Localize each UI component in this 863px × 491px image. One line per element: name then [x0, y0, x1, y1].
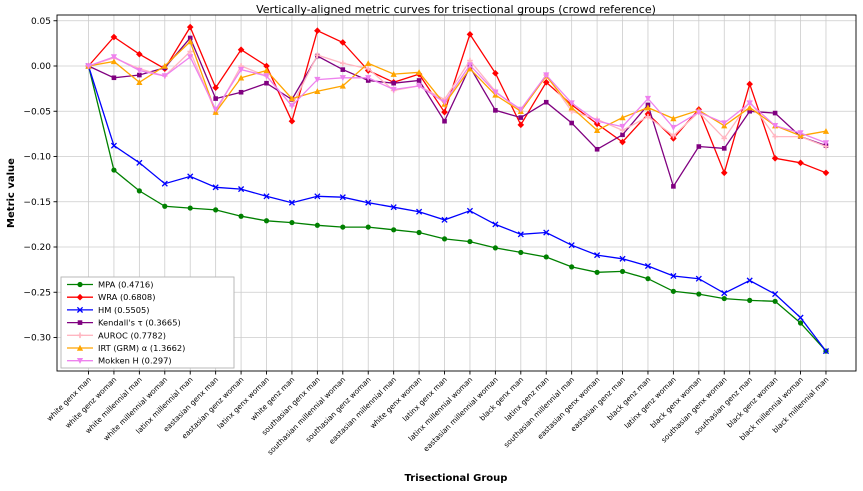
legend-item-mpa-0-4716: MPA (0.4716) — [67, 280, 153, 290]
x-tick-label-latinx-genz-man: latinx genz man — [503, 375, 551, 423]
y-axis-ticks: 0.05 0.00 −0.05 −0.10 −0.15 −0.20 −0.25 −0.30 — [23, 17, 57, 344]
axes-frame — [56, 14, 857, 372]
x-tick-label-white-genx-man: white genx man — [45, 375, 93, 423]
series-line — [88, 36, 827, 188]
legend-item-irt-grm-1-3662: IRT (GRM) α (1.3662) — [67, 343, 185, 353]
legend-label: MPA (0.4716) — [98, 280, 153, 290]
y-tick-label: −0.20 — [23, 243, 51, 253]
chart-title: Vertically-aligned metric curves for tri… — [256, 3, 656, 16]
gridlines — [57, 15, 856, 371]
series-hm-0-5505 — [85, 62, 830, 355]
legend-label: IRT (GRM) α (1.3662) — [98, 343, 185, 353]
series-line — [88, 40, 827, 137]
x-axis-label: Trisectional Group — [405, 473, 508, 484]
y-tick-label: −0.15 — [23, 198, 51, 208]
legend-label: WRA (0.6808) — [98, 292, 155, 302]
legend-label: HM (0.5505) — [98, 305, 150, 315]
legend-item-auroc-0-7782: AUROC (0.7782) — [67, 330, 166, 340]
series-line — [88, 56, 827, 144]
y-tick-label: −0.10 — [23, 153, 51, 163]
y-tick-label: −0.05 — [23, 107, 51, 117]
series-line — [87, 65, 827, 352]
legend: MPA (0.4716) WRA (0.6808) HM (0.5505) Kenda… — [60, 276, 235, 369]
legend-item-hm-0-5505: HM (0.5505) — [67, 305, 150, 315]
legend-label: Mokken H (0.297) — [98, 356, 172, 366]
y-axis-label: Metric value — [6, 158, 17, 228]
legend-item-mokken-h-0-297: Mokken H (0.297) — [67, 356, 172, 366]
series-line — [88, 25, 827, 175]
legend-item-wra-0-6808: WRA (0.6808) — [67, 292, 155, 302]
legend-label: AUROC (0.7782) — [98, 330, 166, 340]
x-tick-label-latinx-genx-man: latinx genx man — [401, 375, 449, 423]
y-tick-label: 0.05 — [31, 17, 51, 27]
series-auroc-0-7782 — [85, 48, 829, 150]
series-wra-0-6808 — [85, 23, 830, 177]
legend-item-kendall-s-0-3665: Kendall's τ (0.3665) — [67, 318, 181, 328]
series-mpa-0-4716 — [85, 63, 829, 354]
series-line — [87, 65, 827, 352]
y-tick-label: 0.00 — [31, 62, 51, 72]
y-tick-label: −0.30 — [23, 334, 51, 344]
series-mokken-h-0-297 — [85, 54, 830, 147]
plot-area: 0.05 0.00 −0.05 −0.10 −0.15 −0.20 −0.25 −0.30 wh… — [23, 14, 857, 457]
x-tick-label-white-genz-man: white genz man — [249, 375, 297, 423]
y-tick-label: −0.25 — [23, 288, 51, 298]
series-kendall-s-0-3665 — [86, 35, 829, 189]
x-tick-label-black-genx-man: black genx man — [478, 375, 526, 423]
legend-label: Kendall's τ (0.3665) — [98, 318, 181, 328]
